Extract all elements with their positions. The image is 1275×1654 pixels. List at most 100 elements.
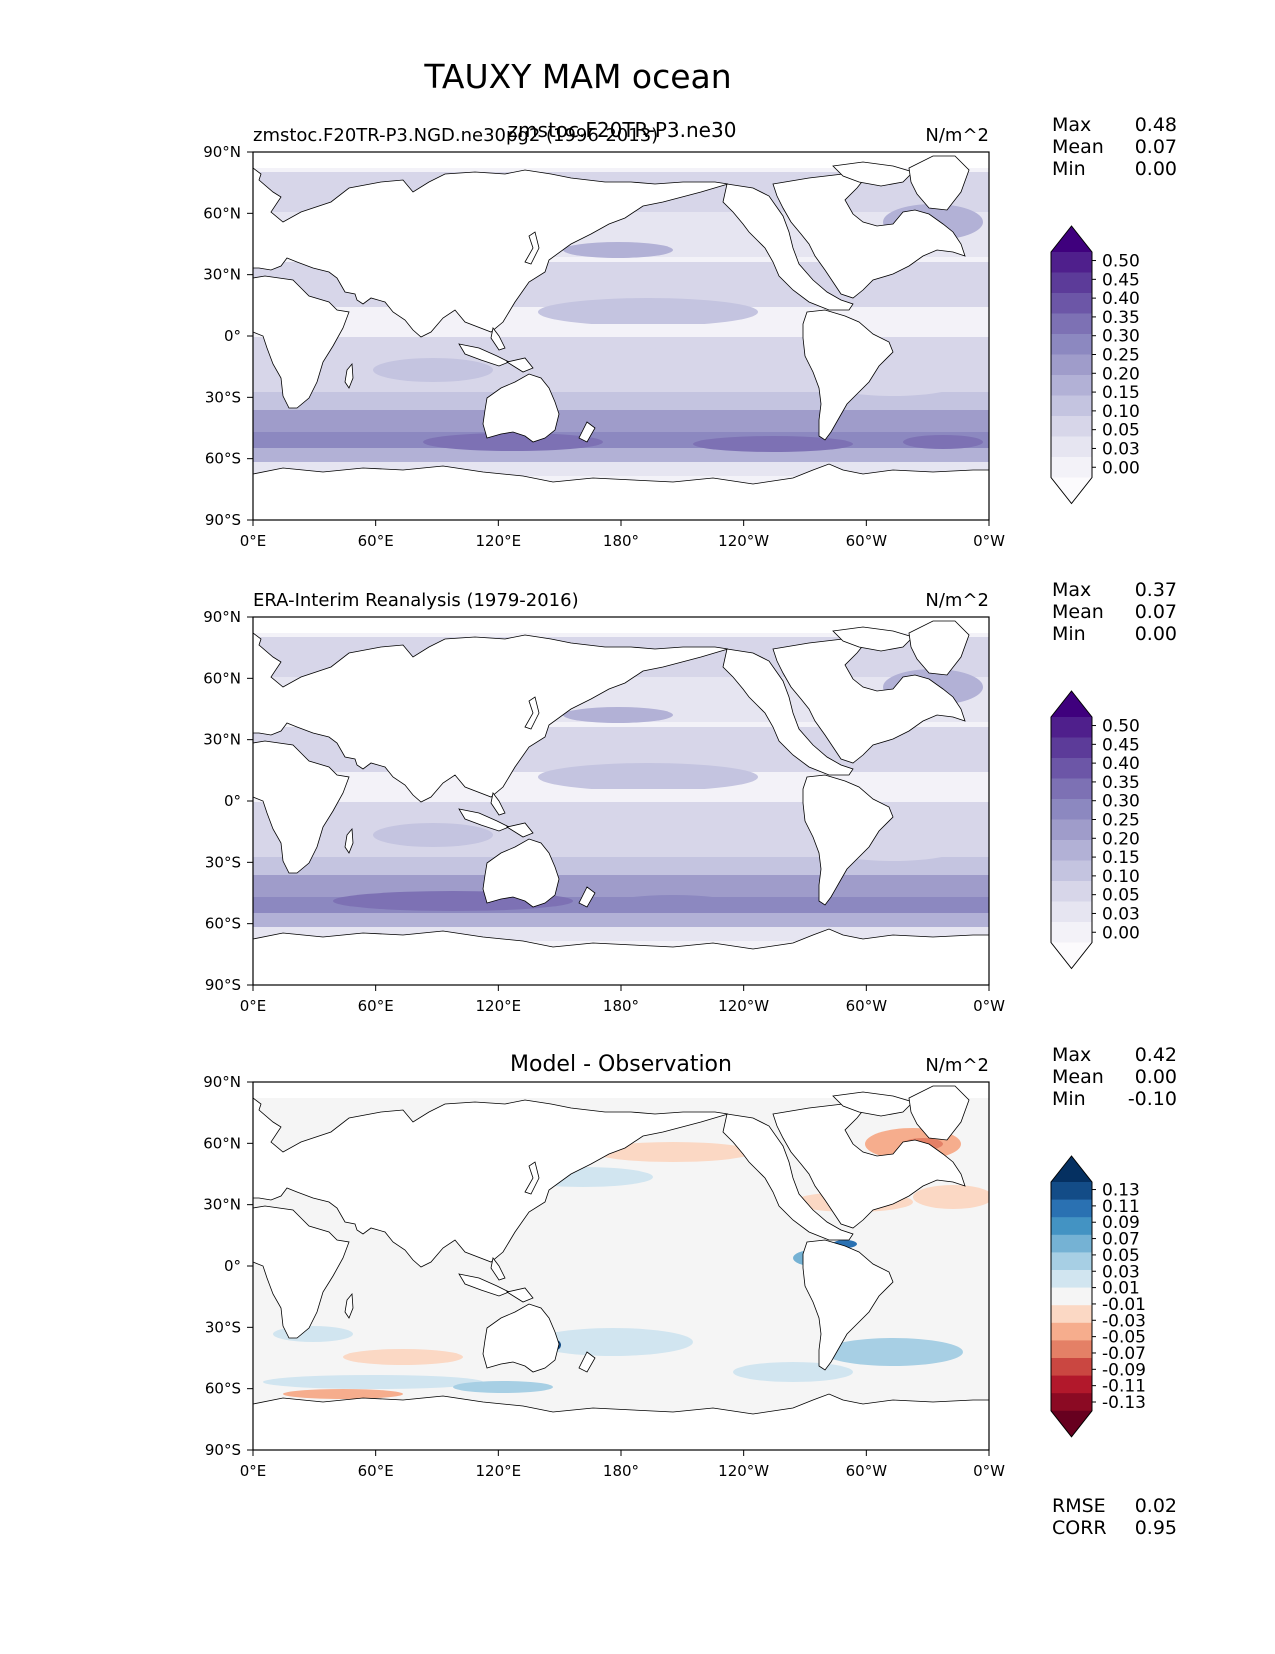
colorbar-swatch — [1051, 1322, 1092, 1341]
colorbar-swatch — [1051, 799, 1092, 820]
contour-blob — [903, 435, 983, 449]
contour-blob — [733, 1362, 853, 1382]
colorbar-tick-label: 0.45 — [1102, 735, 1140, 755]
stat-label: Min — [1052, 158, 1086, 180]
lat-tick-label: 30°S — [205, 853, 241, 871]
lon-tick-label: 120°W — [718, 532, 769, 550]
lon-tick-label: 0°W — [973, 997, 1005, 1015]
map-axes: 90°N 60°N 30°N 0° 30°S 60°S 90°S 0°E 60°E 120°E 18… — [203, 1073, 1005, 1480]
colorbar-swatch — [1051, 1393, 1092, 1412]
colorbar-swatch — [1051, 252, 1092, 273]
panel-units: N/m^2 — [925, 590, 989, 611]
colorbar-outline — [1050, 1155, 1093, 1438]
colorbar-tick-label: 0.10 — [1102, 867, 1140, 887]
stat-label: Min — [1052, 1088, 1086, 1110]
colorbar-swatch — [1051, 1340, 1092, 1359]
lat-tick-label: 60°N — [203, 204, 241, 222]
contour-blob — [263, 1375, 483, 1389]
colorbar-tick-label: 0.30 — [1102, 327, 1140, 347]
colorbar-tick-label: 0.25 — [1102, 346, 1140, 366]
panel-units: N/m^2 — [925, 125, 989, 146]
panel-model: zmstoc.F20TR-P3.NGD.ne30pg2 (1996-2013) N… — [203, 114, 1177, 550]
colorbar-swatch — [1051, 758, 1092, 779]
contour-blob — [583, 813, 763, 841]
colorbar-tick-label: 0.30 — [1102, 792, 1140, 812]
lon-tick-label: 0°E — [240, 1462, 267, 1480]
colorbar-tick-label: -0.11 — [1102, 1377, 1146, 1397]
stat-value: 0.37 — [1135, 579, 1177, 601]
contour-band — [253, 392, 989, 412]
lon-tick-label: 60°W — [846, 1462, 888, 1480]
colorbar-extend-top — [1051, 691, 1092, 717]
colorbar-tick-label: -0.07 — [1102, 1344, 1146, 1364]
colorbar-tick-label: 0.50 — [1102, 717, 1140, 737]
colorbar-swatch — [1051, 1234, 1092, 1253]
nodata-north — [253, 152, 989, 168]
colorbar-swatch — [1051, 778, 1092, 800]
colorbar-swatch — [1051, 313, 1092, 335]
colorbar-tick-label: 0.05 — [1102, 421, 1140, 441]
contour-blob — [563, 242, 673, 258]
lon-tick-label: 0°W — [973, 532, 1005, 550]
contour-blob — [823, 1338, 963, 1366]
colorbar-tick-label: -0.09 — [1102, 1360, 1146, 1380]
contour-band — [253, 857, 989, 877]
colorbar-swatch — [1051, 354, 1092, 376]
stat-label: Mean — [1052, 601, 1104, 623]
colorbar-tick-label: 0.03 — [1102, 439, 1140, 459]
colorbar-tick-label: 0.45 — [1102, 270, 1140, 290]
contour-blob — [538, 298, 758, 326]
colorbar-tick-label: 0.01 — [1102, 1279, 1140, 1299]
colorbar-swatch — [1051, 436, 1092, 458]
colorbar-swatch — [1051, 1358, 1092, 1377]
lon-tick-label: 120°E — [476, 532, 522, 550]
contour-blob — [453, 1381, 553, 1393]
lat-tick-label: 90°N — [203, 143, 241, 161]
contour-blob — [538, 763, 758, 791]
lat-tick-label: 90°N — [203, 608, 241, 626]
colorbar-swatch — [1051, 901, 1092, 923]
lon-tick-label: 120°W — [718, 1462, 769, 1480]
colorbar-outline — [1050, 690, 1093, 970]
stat-label: Min — [1052, 623, 1086, 645]
colorbar-swatch — [1051, 1305, 1092, 1324]
lat-tick-label: 90°S — [205, 511, 241, 529]
lat-tick-label: 60°S — [205, 450, 241, 468]
lat-tick-label: 30°S — [205, 388, 241, 406]
lat-tick-label: 60°N — [203, 669, 241, 687]
colorbar-tick-label: 0.35 — [1102, 773, 1140, 793]
panel-center-title: Model - Observation — [510, 1052, 732, 1077]
contour-band — [253, 324, 989, 332]
panel-diff: Model - Observation N/m^2 90°N 60°N 30°N 0° 30… — [203, 1044, 1177, 1539]
contour-field — [253, 1082, 989, 1450]
lon-tick-label: 0°W — [973, 1462, 1005, 1480]
lat-tick-label: 0° — [224, 792, 241, 810]
lon-tick-label: 120°W — [718, 997, 769, 1015]
contour-band — [253, 448, 989, 462]
contour-band — [253, 913, 989, 927]
contour-blob — [593, 1142, 753, 1162]
figure-title: TAUXY MAM ocean — [423, 57, 731, 96]
lat-tick-label: 30°N — [203, 266, 241, 284]
colorbar: 0.500.450.400.350.300.250.200.150.100.05… — [1050, 225, 1140, 505]
colorbar: 0.130.110.090.070.050.030.01-0.01-0.03-0… — [1050, 1155, 1146, 1438]
contour-band — [253, 875, 989, 897]
lon-tick-label: 120°E — [476, 997, 522, 1015]
colorbar-tick-label: 0.09 — [1102, 1213, 1140, 1233]
contour-band — [253, 789, 989, 797]
colorbar-tick-label: -0.13 — [1102, 1393, 1146, 1413]
panel-left-title: ERA-Interim Reanalysis (1979-2016) — [253, 590, 579, 611]
lat-tick-label: 0° — [224, 1257, 241, 1275]
colorbar-extend-bottom — [1051, 1410, 1092, 1437]
colorbar-swatch — [1051, 395, 1092, 417]
lon-tick-label: 60°E — [358, 532, 394, 550]
colorbar-extend-top — [1051, 226, 1092, 252]
stat-value: 0.07 — [1135, 601, 1177, 623]
stat-label: Mean — [1052, 136, 1104, 158]
lat-tick-label: 60°N — [203, 1134, 241, 1152]
contour-blob — [613, 895, 733, 911]
stat-value: 0.95 — [1135, 1517, 1177, 1539]
lat-tick-label: 30°S — [205, 1318, 241, 1336]
colorbar-swatch — [1051, 1199, 1092, 1218]
colorbar-swatch — [1051, 819, 1092, 841]
